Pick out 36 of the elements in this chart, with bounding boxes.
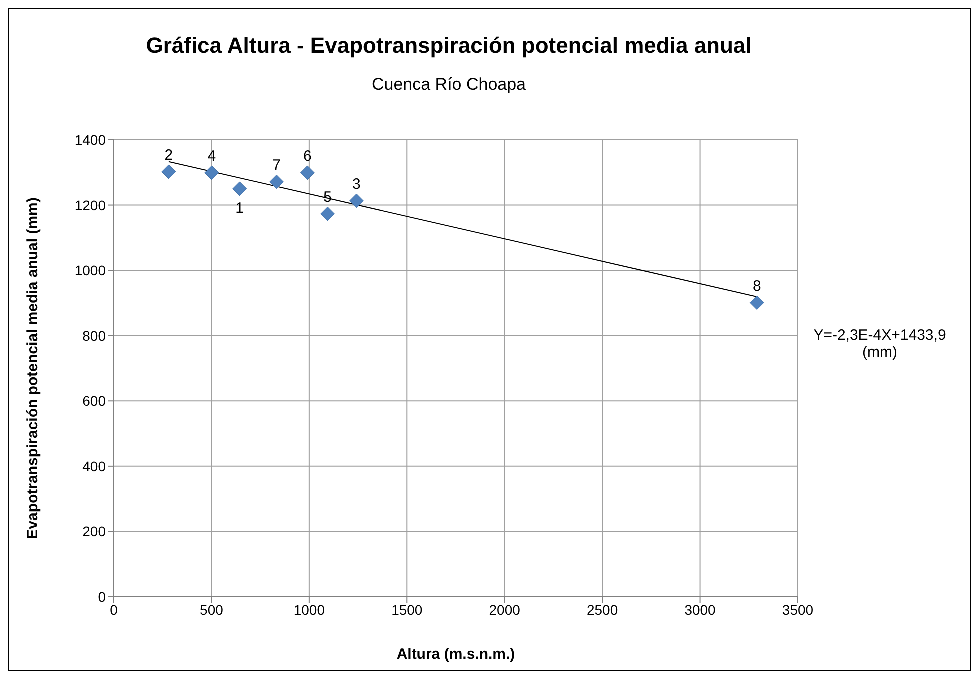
x-tick-label: 3000	[684, 602, 716, 618]
x-tick-label: 2000	[489, 602, 521, 618]
point	[204, 166, 220, 180]
x-tick-label: 2500	[586, 602, 618, 618]
point	[349, 194, 364, 208]
annotation: 3	[352, 176, 361, 194]
annotation: 8	[752, 278, 762, 295]
annotation: 6	[304, 148, 312, 165]
point	[232, 182, 248, 196]
y-tick-label: 1200	[74, 197, 106, 214]
y-axis-title: Evapotranspiración potencial media anual (mm)	[24, 198, 42, 540]
y-tick-label: 800	[82, 328, 106, 344]
y-tick-label: 600	[82, 393, 106, 410]
x-tick-label: 0	[110, 602, 118, 618]
point	[162, 164, 176, 180]
annotation: 2	[164, 146, 174, 164]
chart-subtitle: Cuenca Río Choapa	[370, 75, 528, 95]
annotation: 1	[236, 200, 244, 217]
point	[300, 166, 315, 180]
x-tick-label: 1000	[294, 602, 326, 618]
x-tick-label: 3500	[782, 602, 814, 618]
point	[320, 206, 336, 222]
x-tick-label: 500	[200, 602, 224, 618]
x-axis-title: Altura (m.s.n.m.)	[396, 646, 516, 663]
annotation: 4	[208, 148, 216, 165]
point	[270, 174, 284, 190]
text: Y=-2,3E-4X+1433,9 (mm)	[812, 327, 948, 361]
point	[750, 296, 764, 310]
y-tick-label: 400	[82, 458, 106, 474]
y-tick-label: 0	[98, 588, 106, 605]
annotation: 7	[272, 157, 281, 174]
y-tick-label: 200	[82, 524, 106, 540]
chart-title: Gráfica Altura - Evapotranspiración potencial media anual	[145, 33, 753, 59]
y-tick-label: 1000	[74, 262, 106, 279]
x-tick-label: 1500	[392, 602, 423, 618]
y-tick-label: 1400	[74, 132, 106, 148]
